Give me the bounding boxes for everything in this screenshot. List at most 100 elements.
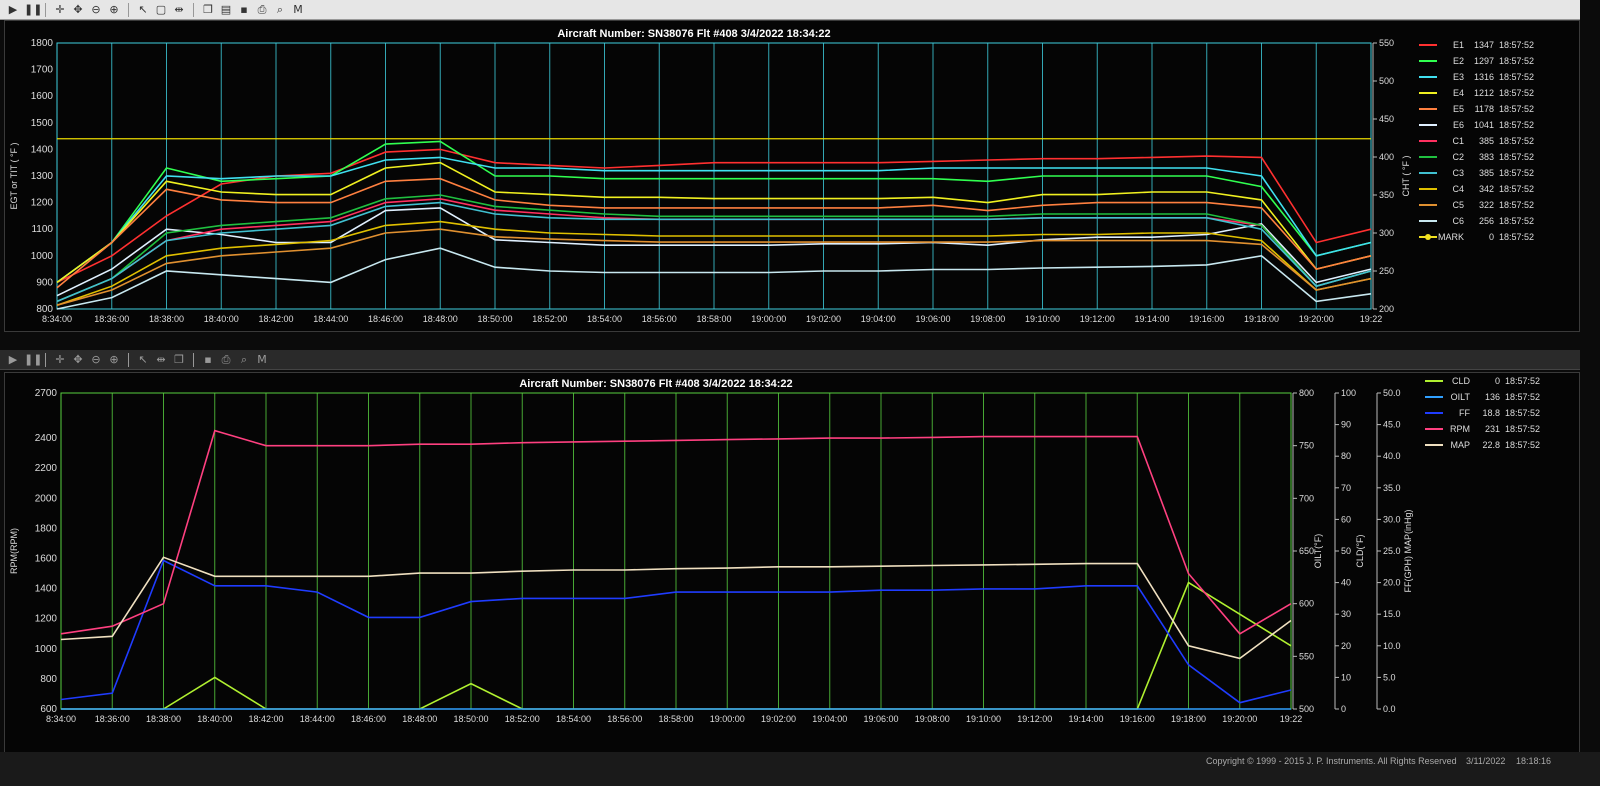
legend-item-map: MAP 22.8 18:57:52 xyxy=(1425,440,1540,450)
series-line-e4 xyxy=(56,161,1372,284)
x-tick-label: 19:06:00 xyxy=(915,314,950,324)
legend-name: C1 xyxy=(1452,136,1464,146)
marker-icon[interactable]: M xyxy=(293,2,303,16)
legend-item-c2: C2 383 18:57:52 xyxy=(1419,152,1534,162)
pan-icon[interactable]: ✥ xyxy=(73,352,83,366)
y-axis-label: EGT or TIT ( °F ) xyxy=(9,142,19,209)
legend-time: 18:57:52 xyxy=(1499,216,1534,226)
secondary-tick-label: 70 xyxy=(1341,483,1351,493)
x-tick-label: 18:56:00 xyxy=(607,714,642,724)
legend-time: 18:57:52 xyxy=(1505,376,1540,386)
y-tick-label: 800 xyxy=(40,674,57,685)
save-icon[interactable]: ▪ xyxy=(204,352,212,366)
y-tick-label: 1800 xyxy=(35,523,58,534)
copy-icon[interactable]: ❐ xyxy=(174,352,184,366)
x-tick-label: 18:46:00 xyxy=(368,314,403,324)
legend-time: 18:57:52 xyxy=(1499,56,1534,66)
series-line-e5 xyxy=(56,177,1372,289)
secondary-tick-label: 0.0 xyxy=(1383,704,1396,714)
secondary-tick-label: 450 xyxy=(1379,114,1394,124)
cursor-icon[interactable]: ↖ xyxy=(138,2,148,16)
copyright-text: Copyright © 1999 - 2015 J. P. Instrument… xyxy=(1206,756,1457,766)
save-icon[interactable]: ▪ xyxy=(240,2,248,16)
layers-icon[interactable]: ▤ xyxy=(220,2,232,16)
x-tick-label: 19:16:00 xyxy=(1189,314,1224,324)
legend-marker-dot xyxy=(1425,234,1431,240)
secondary-tick-label: 300 xyxy=(1379,228,1394,238)
y-tick-label: 2200 xyxy=(35,463,58,474)
secondary-axis-label: FF(GPH) MAP(inHg) xyxy=(1403,509,1413,592)
fit-icon[interactable]: ⇹ xyxy=(156,352,166,366)
zoom-in-icon[interactable]: ⊕ xyxy=(109,352,119,366)
x-tick-label: 18:52:00 xyxy=(505,714,540,724)
legend-name: RPM xyxy=(1450,424,1470,434)
x-tick-label: 18:38:00 xyxy=(146,714,181,724)
x-tick-label: 18:44:00 xyxy=(313,314,348,324)
zoom-out-icon[interactable]: ⊖ xyxy=(91,2,101,16)
legend-item-ff: FF 18.8 18:57:52 xyxy=(1425,408,1540,418)
x-tick-label: 8:34:00 xyxy=(42,314,72,324)
marker-icon[interactable]: M xyxy=(257,352,267,366)
x-tick-label: 19:00:00 xyxy=(710,714,745,724)
play-icon[interactable]: ▶ xyxy=(8,352,18,366)
secondary-tick-label: 20.0 xyxy=(1383,578,1401,588)
legend-item-c6: C6 256 18:57:52 xyxy=(1419,216,1534,226)
legend-name: E5 xyxy=(1453,104,1464,114)
secondary-tick-label: 60 xyxy=(1341,514,1351,524)
secondary-tick-label: 400 xyxy=(1379,152,1394,162)
status-footer: Copyright © 1999 - 2015 J. P. Instrument… xyxy=(0,752,1600,786)
legend-item-e3: E3 1316 18:57:52 xyxy=(1419,72,1534,82)
x-tick-label: 19:12:00 xyxy=(1017,714,1052,724)
cursor-icon[interactable]: ↖ xyxy=(138,352,148,366)
fit-icon[interactable]: ⇹ xyxy=(174,2,184,16)
legend-time: 18:57:52 xyxy=(1499,120,1534,130)
pan-icon[interactable]: ✥ xyxy=(73,2,83,16)
series-line-c6 xyxy=(56,247,1372,310)
x-tick-label: 19:04:00 xyxy=(812,714,847,724)
crosshair-icon[interactable]: ✛ xyxy=(55,352,65,366)
print-icon[interactable]: ⎙ xyxy=(221,352,231,366)
crosshair-icon[interactable]: ✛ xyxy=(55,2,65,16)
preview-icon[interactable]: ⌕ xyxy=(240,352,248,366)
legend-item-e5: E5 1178 18:57:52 xyxy=(1419,104,1534,114)
legend-time: 18:57:52 xyxy=(1505,440,1540,450)
zoom-in-icon[interactable]: ⊕ xyxy=(109,2,119,16)
copy-icon[interactable]: ❐ xyxy=(203,2,213,16)
legend-value: 18.8 xyxy=(1482,408,1500,418)
legend-item-c4: C4 342 18:57:52 xyxy=(1419,184,1534,194)
legend-name: E2 xyxy=(1453,56,1464,66)
legend-item-c5: C5 322 18:57:52 xyxy=(1419,200,1534,210)
print-icon[interactable]: ⎙ xyxy=(257,2,267,16)
x-tick-label: 19:14:00 xyxy=(1068,714,1103,724)
pause-icon[interactable]: ❚❚ xyxy=(24,352,43,366)
secondary-axis-label: CLD(°F) xyxy=(1355,534,1365,567)
legend-name: CLD xyxy=(1452,376,1471,386)
y-tick-label: 800 xyxy=(36,304,53,315)
legend-time: 18:57:52 xyxy=(1505,424,1540,434)
x-tick-label: 18:50:00 xyxy=(453,714,488,724)
x-tick-label: 19:20:00 xyxy=(1299,314,1334,324)
pause-icon[interactable]: ❚❚ xyxy=(24,2,43,16)
legend-time: 18:57:52 xyxy=(1499,200,1534,210)
x-tick-label: 18:42:00 xyxy=(258,314,293,324)
legend-value: 1347 xyxy=(1474,40,1494,50)
secondary-axis-label: OILT(°F) xyxy=(1313,534,1323,568)
preview-icon[interactable]: ⌕ xyxy=(276,2,284,16)
footer-time: 18:18:16 xyxy=(1516,756,1552,766)
legend-value: 342 xyxy=(1479,184,1494,194)
x-tick-label: 18:44:00 xyxy=(300,714,335,724)
legend-value: 383 xyxy=(1479,152,1494,162)
legend-name: OILT xyxy=(1451,392,1471,402)
legend-time: 18:57:52 xyxy=(1505,408,1540,418)
play-icon[interactable]: ▶ xyxy=(8,2,18,16)
secondary-tick-label: 10 xyxy=(1341,672,1351,682)
secondary-tick-label: 500 xyxy=(1299,704,1314,714)
legend-value: 322 xyxy=(1479,200,1494,210)
zoom-out-icon[interactable]: ⊖ xyxy=(91,352,101,366)
y-tick-label: 600 xyxy=(40,704,57,715)
y-tick-label: 1000 xyxy=(31,251,54,262)
legend-time: 18:57:52 xyxy=(1499,40,1534,50)
x-tick-label: 19:08:00 xyxy=(915,714,950,724)
series-line-rpm xyxy=(60,429,1292,635)
select-box-icon[interactable]: ▢ xyxy=(155,2,167,16)
